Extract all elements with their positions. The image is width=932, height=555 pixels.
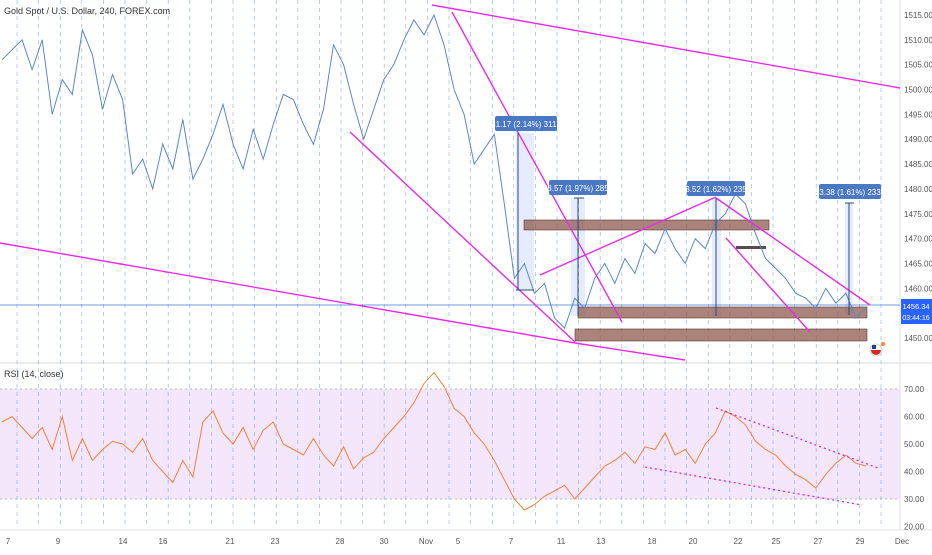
- small-level-marker[interactable]: [736, 246, 766, 249]
- trendline-descending-left[interactable]: [349, 131, 576, 343]
- session-grid: [16, 0, 882, 528]
- measure-box-1[interactable]: [516, 133, 534, 290]
- trendlines: [0, 4, 901, 361]
- x-tick-label: 14: [119, 537, 128, 546]
- rsi-trendline-upper[interactable]: [715, 407, 879, 469]
- us-flag-icon[interactable]: [869, 342, 885, 357]
- price-axis: 1515.00 1510.00 1505.00 1500.00 1495.00 1490.…: [904, 11, 932, 343]
- rsi-tick-label: 40.00: [904, 468, 925, 477]
- price-tick-label: 1515.00: [904, 11, 932, 20]
- price-tick-label: 1465.00: [904, 259, 932, 268]
- support-zone-lower[interactable]: [574, 328, 868, 342]
- trendline-falling-lower[interactable]: [725, 237, 811, 333]
- measure-label-2-text: 28.57 (1.97%) 2857: [543, 184, 614, 193]
- trendline-rising-wedge[interactable]: [539, 196, 717, 276]
- current-price-text: 1456.34: [902, 302, 929, 311]
- rsi-tick-label: 70.00: [904, 385, 925, 394]
- measure-markers: [516, 133, 854, 316]
- x-tick-label: 28: [336, 537, 345, 546]
- rsi-axis: 70.00 60.00 50.00 40.00 30.00 20.00: [904, 385, 925, 532]
- trendline-steep-descent[interactable]: [451, 11, 623, 323]
- price-tick-label: 1460.00: [904, 284, 932, 293]
- current-price-badge: 1456.34 03:44:16: [901, 299, 932, 324]
- price-tick-label: 1450.00: [904, 334, 932, 343]
- price-tick-label: 1470.00: [904, 235, 932, 244]
- rsi-tick-label: 60.00: [904, 413, 925, 422]
- rsi-trendlines: [644, 407, 879, 506]
- x-tick-label: 11: [557, 537, 566, 546]
- price-tick-label: 1505.00: [904, 61, 932, 70]
- price-series-line: [1, 13, 867, 330]
- price-tick-label: 1480.00: [904, 185, 932, 194]
- measure-label-2[interactable]: 28.57 (1.97%) 2857: [543, 180, 614, 195]
- x-tick-label: 7: [509, 537, 514, 546]
- x-tick-label: 29: [856, 537, 865, 546]
- price-tick-label: 1475.00: [904, 210, 932, 219]
- x-tick-label: 23: [271, 537, 280, 546]
- countdown-text: 03:44:16: [902, 315, 929, 322]
- rsi-label: RSI (14, close): [4, 369, 64, 379]
- measure-label-4[interactable]: 23.38 (1.61%) 2338: [815, 184, 886, 199]
- measure-label-3[interactable]: 23.52 (1.62%) 2352: [681, 181, 752, 196]
- x-tick-label: 27: [814, 537, 823, 546]
- x-tick-label: 30: [380, 537, 389, 546]
- x-tick-label: 20: [689, 537, 698, 546]
- measure-label-4-text: 23.38 (1.61%) 2338: [815, 188, 886, 197]
- price-tick-label: 1485.00: [904, 160, 932, 169]
- x-tick-label: Nov: [419, 537, 433, 546]
- trendline-bottom-extension[interactable]: [574, 342, 686, 361]
- measure-label-1-text: 31.17 (2.14%) 3117: [491, 120, 561, 129]
- x-tick-label: Dec: [895, 537, 909, 546]
- price-panel-bg: [0, 0, 900, 360]
- rsi-series-line: [1, 371, 867, 511]
- trendline-falling-upper[interactable]: [715, 197, 871, 306]
- trendline-bottom-channel[interactable]: [0, 242, 576, 344]
- x-tick-label: 9: [56, 537, 61, 546]
- price-tick-label: 1490.00: [904, 135, 932, 144]
- x-tick-label: 13: [597, 537, 606, 546]
- x-tick-label: 16: [159, 537, 168, 546]
- trendline-top-channel[interactable]: [431, 4, 901, 89]
- support-zone-upper[interactable]: [577, 306, 868, 319]
- resistance-zone[interactable]: [523, 219, 770, 231]
- price-tick-label: 1500.00: [904, 86, 932, 95]
- measure-label-1[interactable]: 31.17 (2.14%) 3117: [491, 116, 561, 131]
- rsi-tick-label: 30.00: [904, 495, 925, 504]
- rsi-tick-label: 20.00: [904, 523, 925, 532]
- x-tick-label: 22: [734, 537, 743, 546]
- rsi-tick-label: 50.00: [904, 440, 925, 449]
- x-tick-label: 25: [772, 537, 781, 546]
- rsi-trendline-lower[interactable]: [644, 466, 863, 506]
- rsi-band: [0, 389, 900, 499]
- price-tick-label: 1510.00: [904, 36, 932, 45]
- measure-label-3-text: 23.52 (1.62%) 2352: [681, 185, 752, 194]
- x-tick-label: 18: [648, 537, 657, 546]
- x-tick-label: 7: [6, 537, 11, 546]
- chart-title: Gold Spot / U.S. Dollar, 240, FOREX.com: [4, 6, 170, 16]
- x-tick-label: 21: [226, 537, 235, 546]
- time-axis: 7 9 14 16 21 23 28 30 Nov 5 7 11 13 18 20 22 25 27 29 Dec: [6, 537, 909, 546]
- x-tick-label: 5: [456, 537, 461, 546]
- price-tick-label: 1495.00: [904, 110, 932, 119]
